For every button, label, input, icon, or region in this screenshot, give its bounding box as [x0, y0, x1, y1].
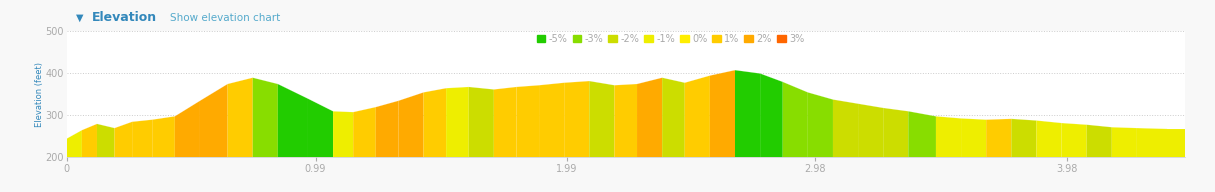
Polygon shape: [446, 87, 469, 157]
Polygon shape: [333, 111, 354, 157]
Polygon shape: [961, 118, 987, 157]
Polygon shape: [1062, 123, 1086, 157]
Polygon shape: [539, 83, 564, 157]
Polygon shape: [1137, 128, 1168, 157]
Polygon shape: [81, 124, 97, 157]
Polygon shape: [909, 111, 936, 157]
Polygon shape: [278, 84, 307, 157]
Polygon shape: [132, 120, 152, 157]
Polygon shape: [516, 85, 539, 157]
Polygon shape: [858, 104, 883, 157]
Polygon shape: [589, 81, 615, 157]
Polygon shape: [564, 81, 589, 157]
Polygon shape: [1086, 125, 1112, 157]
Polygon shape: [637, 78, 662, 157]
Polygon shape: [493, 87, 516, 157]
Polygon shape: [354, 107, 375, 157]
Text: Elevation: Elevation: [91, 11, 157, 24]
Polygon shape: [761, 74, 782, 157]
Polygon shape: [833, 99, 858, 157]
Y-axis label: Elevation (feet): Elevation (feet): [35, 62, 44, 127]
Polygon shape: [152, 116, 175, 157]
Polygon shape: [67, 130, 81, 157]
Polygon shape: [97, 124, 114, 157]
Polygon shape: [375, 101, 399, 157]
Text: Show elevation chart: Show elevation chart: [170, 13, 279, 23]
Polygon shape: [253, 78, 278, 157]
Polygon shape: [1168, 129, 1185, 157]
Polygon shape: [175, 101, 200, 157]
Polygon shape: [424, 88, 446, 157]
Polygon shape: [735, 70, 761, 157]
Polygon shape: [1011, 119, 1036, 157]
Polygon shape: [883, 108, 909, 157]
Polygon shape: [615, 84, 637, 157]
Polygon shape: [307, 99, 333, 157]
Polygon shape: [227, 78, 253, 157]
Polygon shape: [987, 119, 1011, 157]
Text: ▼: ▼: [75, 13, 84, 23]
Polygon shape: [200, 84, 227, 157]
Polygon shape: [808, 92, 833, 157]
Polygon shape: [782, 82, 808, 157]
Polygon shape: [710, 70, 735, 157]
Polygon shape: [685, 76, 710, 157]
Polygon shape: [469, 87, 493, 157]
Polygon shape: [114, 122, 132, 157]
Polygon shape: [399, 92, 424, 157]
Polygon shape: [936, 116, 961, 157]
Polygon shape: [662, 78, 685, 157]
Polygon shape: [1112, 127, 1137, 157]
Legend: -5%, -3%, -2%, -1%, 0%, 1%, 2%, 3%: -5%, -3%, -2%, -1%, 0%, 1%, 2%, 3%: [537, 34, 804, 44]
Polygon shape: [1036, 121, 1062, 157]
